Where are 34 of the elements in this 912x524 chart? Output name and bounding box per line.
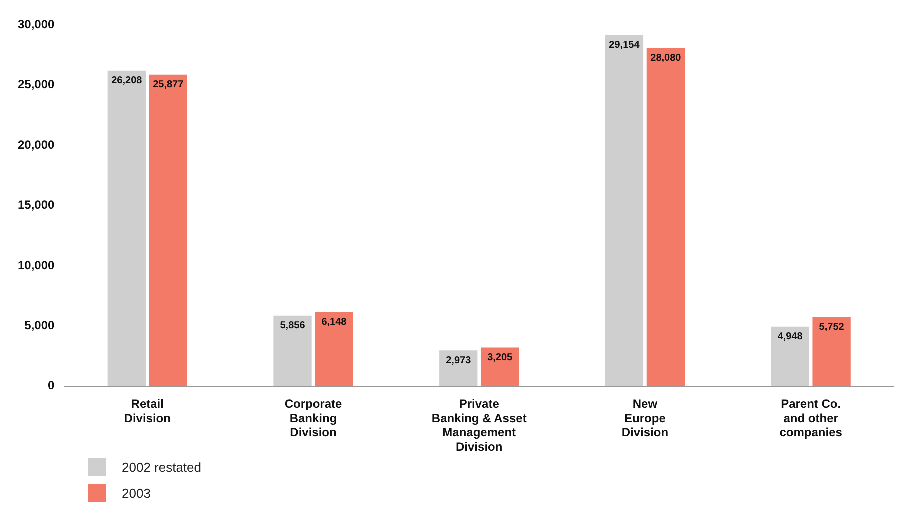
data-label: 5,752 <box>819 322 845 333</box>
data-label: 29,154 <box>609 40 640 52</box>
y-tick-label: 30,000 <box>18 18 56 32</box>
legend-label: 2002 restated <box>122 460 202 474</box>
data-label: 25,877 <box>153 80 184 91</box>
bar <box>812 317 851 386</box>
x-tick-label: Private Banking & Asset Management Division <box>432 396 527 454</box>
x-tick-label: Parent Co. and other companies <box>780 396 843 440</box>
x-tick-label: Corporate Banking Division <box>284 396 342 440</box>
data-label: 4,948 <box>778 332 804 343</box>
x-tick-label: New Europe Division <box>622 396 669 440</box>
y-tick-label: 5,000 <box>24 318 56 333</box>
y-tick-label: 15,000 <box>18 198 56 212</box>
bar <box>274 316 312 386</box>
data-label: 5,856 <box>280 320 306 332</box>
bar <box>771 326 810 386</box>
data-label: 26,208 <box>112 76 143 87</box>
data-label: 6,148 <box>322 317 348 328</box>
data-label: 3,205 <box>488 352 514 364</box>
bar <box>315 312 354 386</box>
bar <box>149 74 188 386</box>
y-tick-label: 10,000 <box>18 258 56 272</box>
data-label: 28,080 <box>650 53 682 64</box>
bar <box>605 35 644 386</box>
x-tick-label: Retail Division <box>124 396 171 426</box>
y-tick-label: 25,000 <box>18 78 56 92</box>
data-label: 2,973 <box>446 355 472 366</box>
y-tick-label: 20,000 <box>18 138 56 152</box>
bar <box>646 48 686 386</box>
bar <box>440 350 478 386</box>
bar <box>108 70 146 386</box>
bar <box>481 348 520 386</box>
y-tick-label: 0 <box>48 378 56 393</box>
legend-label: 2003 <box>122 486 151 500</box>
